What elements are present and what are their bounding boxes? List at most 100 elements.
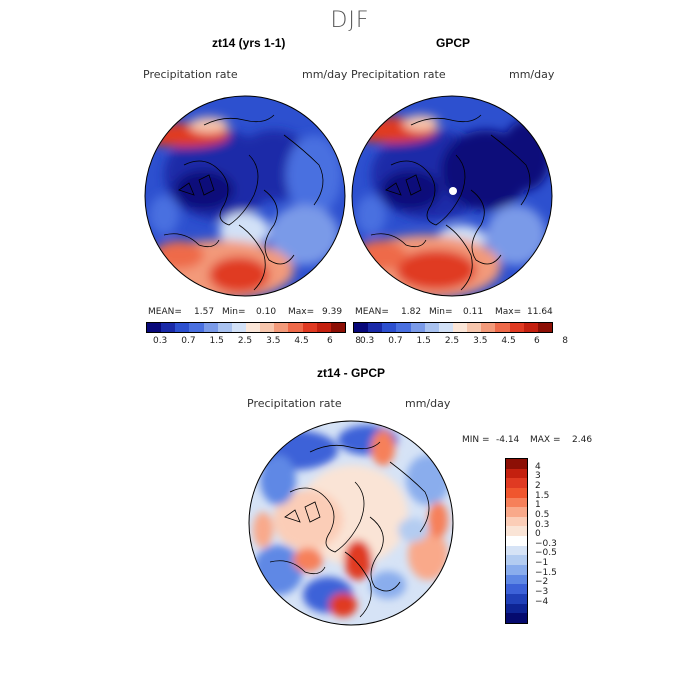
colorbar-swatch (175, 323, 190, 332)
colorbar-swatch (506, 536, 527, 546)
colorbar-swatch (203, 323, 218, 332)
colorbar-tick-label: 0.3 (359, 336, 375, 346)
colorbar-swatch (396, 323, 411, 332)
colorbar-swatch (506, 468, 527, 479)
colorbar-swatch (506, 593, 527, 604)
diff-panel-title: zt14 - GPCP (317, 366, 386, 380)
colorbar-tick-label: 1.5 (209, 336, 224, 346)
left-max-value: 9.39 (322, 307, 343, 317)
colorbar-tick-label: 6 (326, 336, 333, 346)
diff-min-value: -4.14 (496, 435, 520, 445)
colorbar-tick-label: 3 (535, 471, 541, 482)
colorbar-tick-label: 3.5 (473, 336, 488, 346)
colorbar-swatch (316, 323, 331, 332)
colorbar-tick-label: 4.5 (294, 336, 309, 346)
colorbar-tick-label: 0.7 (181, 336, 196, 346)
colorbar-swatch (506, 555, 527, 566)
colorbar-swatch (189, 323, 204, 332)
season-title: DJF (330, 8, 370, 33)
colorbar-swatch (147, 323, 162, 332)
colorbar-tick-label: 0.3 (535, 519, 550, 530)
colorbar-tick-label: 1.5 (535, 490, 550, 501)
left-polar-map (144, 95, 346, 297)
left-min-label: Min= (222, 307, 246, 317)
colorbar-swatch (382, 323, 397, 332)
colorbar-tick-label: 0.5 (535, 509, 550, 520)
colorbar-swatch (481, 323, 496, 332)
colorbar-tick-label: −0.3 (535, 538, 557, 549)
colorbar-tick-label: 8 (355, 336, 361, 346)
colorbar-tick-label: 1.5 (416, 336, 431, 346)
left-min-value: 0.10 (256, 307, 277, 317)
colorbar-swatch (288, 323, 303, 332)
diff-variable-label: Precipitation rate (247, 397, 342, 410)
right-panel-title: GPCP (436, 36, 471, 50)
colorbar-swatch (506, 574, 527, 585)
colorbar-swatch (506, 507, 527, 517)
colorbar-swatch (452, 323, 468, 332)
left-units-label: mm/day (302, 68, 348, 81)
colorbar-swatch (161, 323, 176, 332)
colorbar-swatch (506, 613, 527, 623)
colorbar-swatch (506, 545, 527, 556)
diff-max-label: MAX = (530, 435, 561, 445)
right-variable-label: Precipitation rate (351, 68, 446, 81)
colorbar-swatch (523, 323, 538, 332)
left-mean-value: 1.57 (194, 307, 215, 317)
colorbar-tick-label: 0.3 (152, 336, 168, 346)
colorbar-tick-label: 1 (535, 500, 541, 511)
diff-polar-map (248, 420, 454, 626)
colorbar-swatch (231, 323, 246, 332)
colorbar-swatch (506, 478, 527, 488)
colorbar-tick-label: 0.7 (388, 336, 403, 346)
colorbar-tick-label: 3.5 (266, 336, 281, 346)
colorbar-swatch (438, 323, 453, 332)
colorbar-tick-label: −0.5 (535, 548, 557, 559)
left-max-label: Max= (288, 307, 315, 317)
colorbar-swatch (245, 323, 261, 332)
colorbar-swatch (506, 487, 527, 498)
colorbar-swatch (330, 323, 345, 332)
colorbar-swatch (506, 459, 527, 469)
colorbar-swatch (509, 323, 524, 332)
right-max-label: Max= (495, 307, 522, 317)
colorbar-tick-label: 4 (535, 461, 541, 472)
colorbar-tick-label: 4.5 (501, 336, 516, 346)
colorbar-tick-label: −3 (535, 587, 549, 598)
right-max-value: 11.64 (527, 307, 553, 317)
right-colorbar (353, 322, 553, 333)
colorbar-swatch (506, 603, 527, 614)
diff-units-label: mm/day (405, 397, 451, 410)
colorbar-swatch (506, 526, 527, 537)
colorbar-swatch (424, 323, 439, 332)
left-mean-label: MEAN= (148, 307, 182, 317)
colorbar-tick-label: 6 (533, 336, 540, 346)
left-variable-label: Precipitation rate (143, 68, 238, 81)
colorbar-tick-label: 0 (535, 529, 541, 540)
colorbar-tick-label: 2.5 (237, 336, 253, 346)
right-min-value: 0.11 (463, 307, 484, 317)
left-panel-title: zt14 (yrs 1-1) (212, 36, 286, 50)
colorbar-swatch (467, 323, 482, 332)
colorbar-swatch (495, 323, 510, 332)
colorbar-swatch (537, 323, 552, 332)
colorbar-swatch (506, 497, 527, 508)
colorbar-swatch (410, 323, 425, 332)
colorbar-swatch (354, 323, 369, 332)
right-units-label: mm/day (509, 68, 555, 81)
right-polar-map (351, 95, 553, 297)
colorbar-tick-label: −4 (535, 596, 549, 607)
colorbar-tick-label: −1.5 (535, 567, 557, 578)
right-mean-value: 1.82 (401, 307, 422, 317)
left-colorbar (146, 322, 346, 333)
colorbar-tick-label: 2 (535, 480, 541, 491)
colorbar-swatch (302, 323, 317, 332)
diff-min-label: MIN = (462, 435, 490, 445)
colorbar-swatch (506, 516, 527, 527)
colorbar-swatch (260, 323, 275, 332)
colorbar-swatch (368, 323, 383, 332)
colorbar-swatch (274, 323, 289, 332)
colorbar-tick-label: 8 (562, 336, 568, 346)
diff-colorbar (505, 458, 528, 624)
right-min-label: Min= (429, 307, 453, 317)
